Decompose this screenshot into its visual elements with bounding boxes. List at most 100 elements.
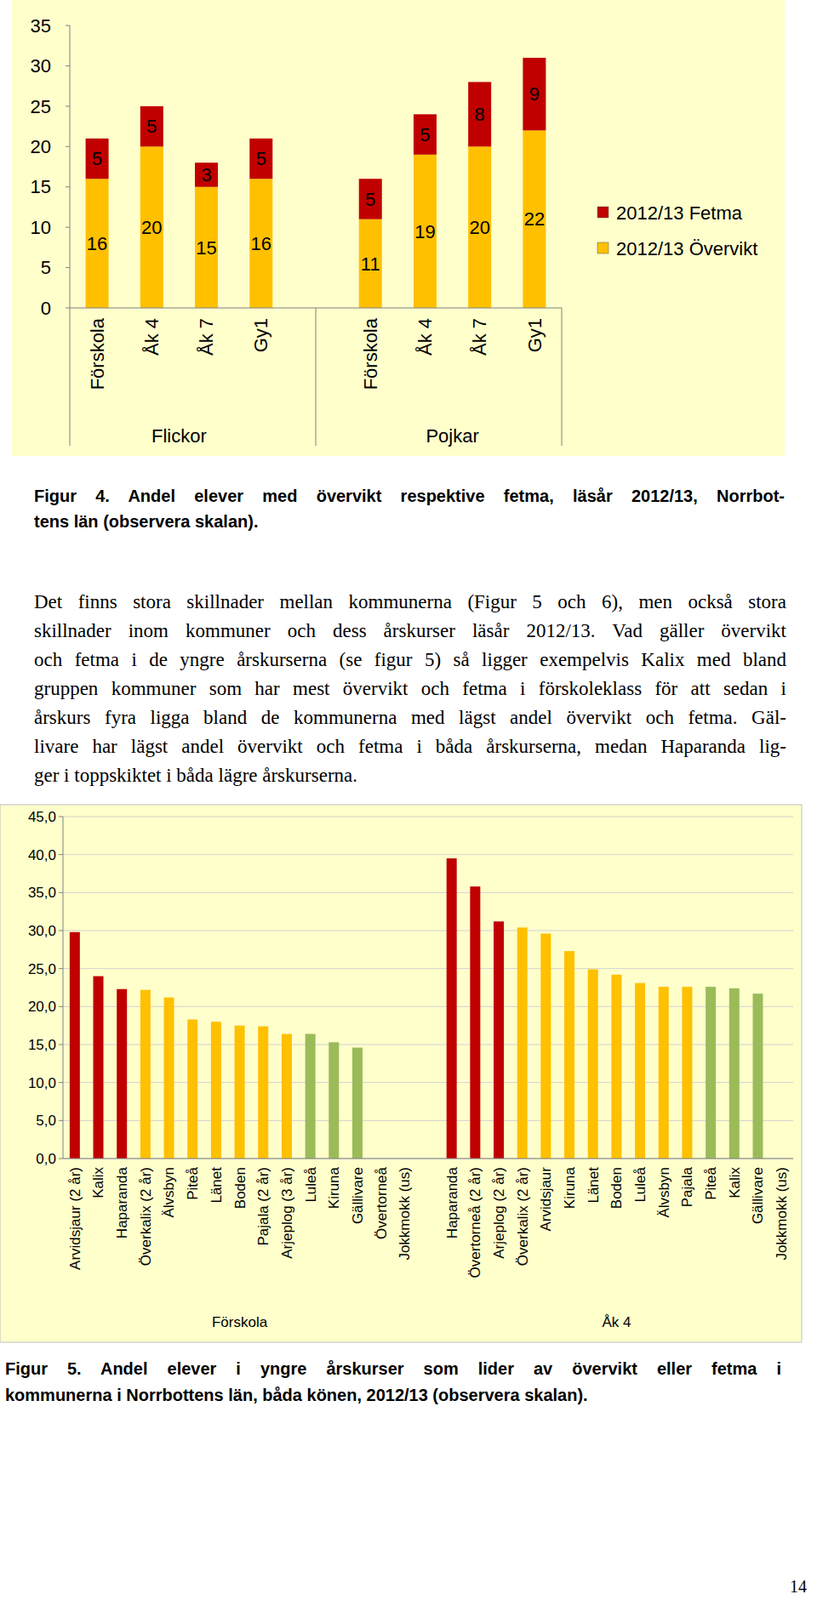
bar (517, 927, 528, 1160)
category-label: Pajala (2 år) (255, 1167, 272, 1247)
category-label: Luleå (302, 1166, 320, 1203)
bar-segment (359, 178, 383, 219)
bar (69, 932, 80, 1160)
bar (493, 921, 504, 1160)
text-line: livare har lägst andel övervikt och fetm… (34, 732, 787, 762)
bar (564, 951, 575, 1160)
y-tick (65, 146, 70, 148)
bar-segment (85, 178, 109, 309)
bar-segment (85, 138, 109, 179)
bar (328, 1042, 339, 1160)
data-label: 19 (414, 221, 435, 243)
bar-segment (468, 81, 492, 147)
bar-segment (413, 114, 437, 155)
data-label: 22 (524, 208, 545, 230)
category-label: Arvidsjaur (2 år) (67, 1167, 84, 1271)
y-tick (65, 25, 70, 27)
y-tick-label: 40,0 (28, 847, 57, 864)
y-tick (58, 1120, 63, 1122)
bar (752, 994, 763, 1160)
grid-line (62, 1159, 794, 1160)
category-label: Arvidsjaur (537, 1167, 555, 1233)
y-tick (58, 1159, 63, 1160)
y-tick-label: 10,0 (28, 1075, 57, 1092)
category-label: Kalix (90, 1167, 107, 1200)
text-line: skillnader inom kommuner och dess årskur… (34, 617, 787, 646)
bar (681, 987, 692, 1160)
x-axis (62, 1159, 794, 1160)
category-label: Piteå (184, 1166, 201, 1200)
y-axis (62, 817, 64, 1160)
category-label: Boden (608, 1167, 625, 1210)
bar (729, 988, 740, 1160)
y-tick-label: 5,0 (35, 1113, 57, 1130)
bar (469, 886, 480, 1160)
y-tick (58, 1045, 63, 1046)
bar (281, 1034, 292, 1160)
category-label: Jokkmokk (us) (396, 1167, 413, 1262)
category-label: Piteå (702, 1166, 720, 1200)
grid-line (62, 892, 794, 894)
category-label: Gällivare (349, 1167, 366, 1225)
group-label: Åk 4 (601, 1314, 631, 1332)
y-tick-label: 45,0 (28, 809, 57, 826)
y-tick (65, 105, 70, 107)
bar (140, 990, 151, 1160)
bar (93, 976, 104, 1160)
y-tick (65, 227, 70, 229)
bar-segment (522, 57, 546, 131)
bar-segment (249, 178, 273, 309)
bar (540, 934, 551, 1160)
data-labels: 165205153165115195208229 (86, 83, 545, 275)
y-tick-label: 15,0 (28, 1037, 57, 1054)
y-tick-label: 0 (40, 297, 52, 320)
y-tick-label: 35 (30, 15, 52, 37)
category-label: Överkalix (2 år) (137, 1167, 155, 1267)
category-label: Förskola (359, 317, 382, 390)
category-label: Åk 7 (468, 318, 491, 356)
y-tick-label: 0,0 (35, 1151, 57, 1168)
grid-line (62, 854, 794, 856)
legend-swatch (597, 242, 609, 254)
data-label: 16 (86, 233, 108, 255)
y-tick (58, 892, 63, 894)
bar-segment (140, 146, 164, 309)
category-label: Älvsbyn (160, 1167, 178, 1219)
bar (611, 975, 622, 1160)
group-label: Pojkar (425, 425, 479, 447)
category-label: Förskola (86, 317, 109, 390)
bar-segment (468, 146, 492, 309)
group-label: Flickor (151, 425, 207, 447)
y-tick-label: 30 (30, 55, 52, 77)
category-label: Gy1 (250, 318, 272, 353)
bar-segment (194, 187, 218, 309)
group-divider (69, 308, 71, 446)
data-label: 8 (474, 103, 486, 126)
category-label: Åk 4 (141, 318, 163, 356)
category-label: Länet (208, 1167, 225, 1205)
category-label: Överkalix (2 år) (514, 1167, 532, 1267)
y-tick (58, 931, 63, 932)
page-number: 14 (789, 1577, 807, 1598)
category-label: Gy1 (524, 318, 546, 353)
grid-line (62, 931, 794, 932)
bar (187, 1020, 198, 1160)
bar (588, 970, 599, 1160)
bar (634, 983, 646, 1160)
text-line: kommunerna i Norrbottens län, båda könen… (5, 1382, 782, 1410)
category-label: Länet (585, 1167, 602, 1205)
category-label: Boden (232, 1167, 249, 1210)
paragraph: Det finns stora skillnader mellan kommun… (34, 588, 787, 791)
text-line: och fetma i de yngre årskurserna (se fig… (34, 645, 787, 675)
chart-background (0, 805, 802, 1343)
group-divider (315, 308, 317, 446)
bar-segment (522, 130, 546, 309)
bar (257, 1027, 269, 1160)
y-axis (69, 25, 71, 309)
y-tick-label: 30,0 (28, 923, 57, 940)
category-label: Älvsbyn (656, 1167, 673, 1219)
figure-caption: Figur 4. Andel elever med övervikt respe… (34, 483, 785, 535)
category-label: Haparanda (114, 1166, 131, 1240)
page: 05101520253035165205153165115195208229Fö… (0, 0, 817, 1600)
chart-1: 0,05,010,015,020,025,030,035,040,045,0Ar… (0, 805, 802, 1343)
